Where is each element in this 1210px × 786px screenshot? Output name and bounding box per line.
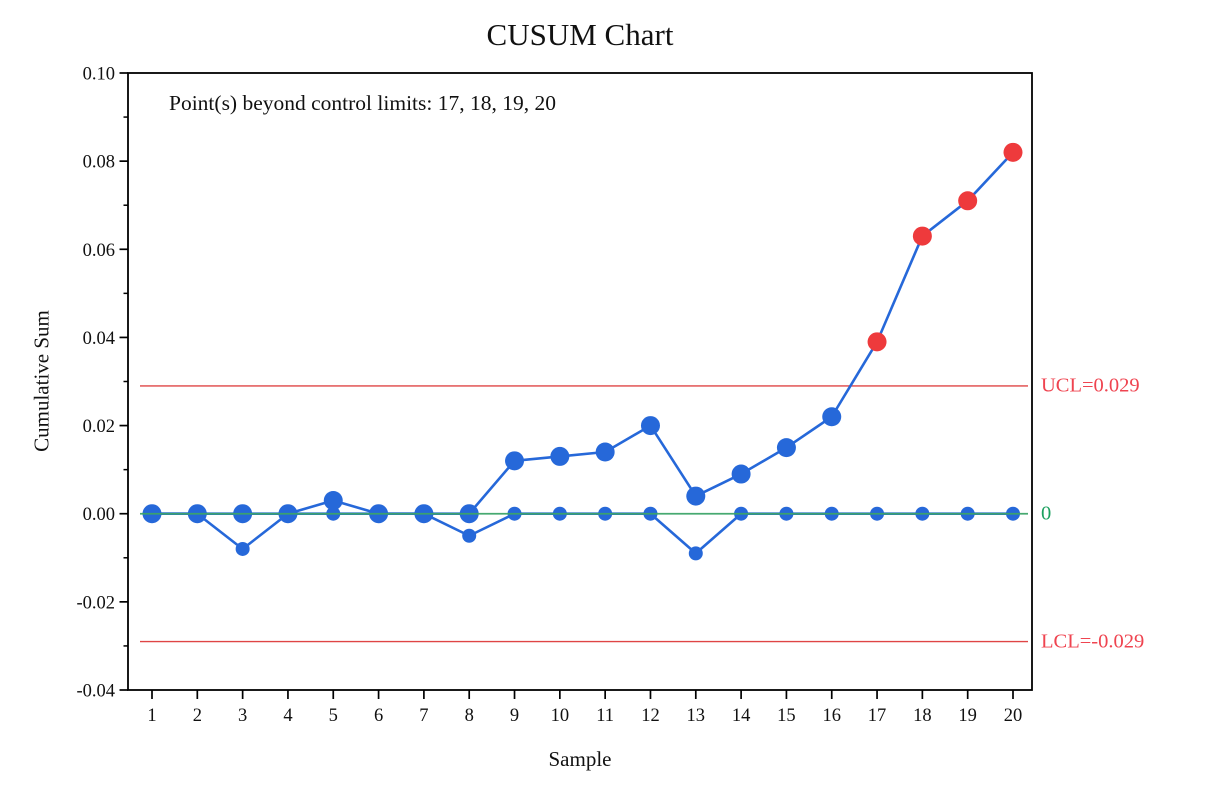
y-tick-label: 0.04	[83, 329, 115, 349]
x-tick-label: 16	[822, 706, 841, 726]
x-tick-label: 4	[283, 706, 292, 726]
x-tick-label: 17	[868, 706, 887, 726]
x-tick-label: 1	[147, 706, 156, 726]
ucl-label: UCL=0.029	[1041, 374, 1140, 397]
data-point-upper	[731, 464, 751, 484]
x-tick-label: 10	[551, 706, 570, 726]
lcl-label: LCL=-0.029	[1041, 630, 1145, 653]
y-tick-label: -0.04	[76, 682, 115, 702]
y-tick-label: 0.00	[83, 505, 115, 525]
x-tick-label: 5	[329, 706, 338, 726]
x-tick-label: 19	[958, 706, 977, 726]
center-line-label: 0	[1041, 502, 1052, 525]
data-point-upper	[776, 438, 796, 458]
data-point-upper	[323, 490, 343, 510]
data-point-lower	[235, 541, 250, 556]
x-tick-label: 2	[193, 706, 202, 726]
x-tick-label: 6	[374, 706, 383, 726]
series-line-cusum-upper	[150, 151, 1015, 516]
x-tick-label: 11	[596, 706, 614, 726]
x-tick-label: 3	[238, 706, 247, 726]
data-point-lower	[462, 528, 477, 543]
y-tick-label: -0.02	[76, 593, 115, 613]
x-tick-label: 18	[913, 706, 932, 726]
data-point-out-of-control	[1003, 142, 1023, 162]
x-tick-label: 13	[687, 706, 706, 726]
x-tick-label: 9	[510, 706, 519, 726]
y-tick-label: 0.10	[83, 65, 115, 85]
y-tick-label: 0.06	[83, 241, 115, 261]
data-point-upper	[595, 442, 615, 462]
beyond-limits-annotation: Point(s) beyond control limits: 17, 18, …	[169, 91, 556, 115]
data-point-upper	[822, 407, 842, 427]
x-tick-label: 15	[777, 706, 796, 726]
y-tick-label: 0.02	[83, 417, 115, 437]
data-point-out-of-control	[958, 191, 978, 211]
y-tick-label: 0.08	[83, 153, 115, 173]
chart-title: CUSUM Chart	[486, 17, 674, 52]
x-tick-label: 8	[465, 706, 474, 726]
data-point-lower	[688, 546, 703, 561]
x-tick-label: 12	[641, 706, 660, 726]
data-point-out-of-control	[912, 226, 932, 246]
data-point-upper	[640, 416, 660, 436]
x-tick-label: 20	[1004, 706, 1023, 726]
x-tick-label: 7	[419, 706, 428, 726]
data-point-upper	[505, 451, 525, 471]
data-point-out-of-control	[867, 332, 887, 352]
x-tick-label: 14	[732, 706, 751, 726]
data-point-upper	[550, 446, 570, 466]
plot-border	[127, 72, 1033, 691]
x-axis-label: Sample	[548, 747, 612, 771]
data-point-upper	[686, 486, 706, 506]
